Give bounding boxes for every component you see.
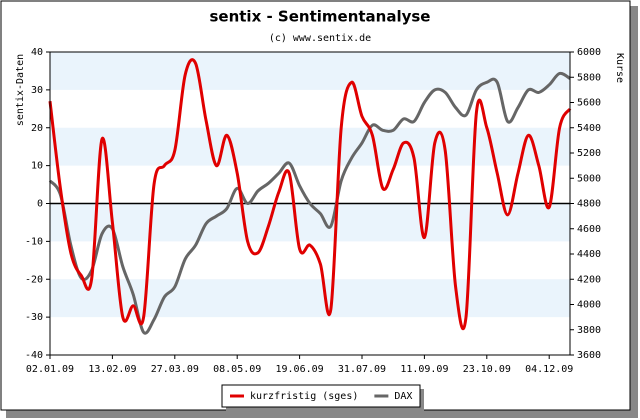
- y2-tick-label: 3800: [577, 325, 601, 336]
- x-tick-label: 31.07.09: [338, 364, 386, 375]
- series-line: [48, 58, 572, 331]
- y2-tick-label: 4400: [577, 249, 601, 260]
- band: [50, 279, 570, 318]
- y2-tick-label: 4200: [577, 274, 601, 285]
- y2-axis-label: Kurse: [614, 53, 625, 83]
- x-tick-label: 02.01.09: [26, 364, 74, 375]
- chart-title: sentix - Sentimentanalyse: [209, 8, 430, 26]
- band: [50, 52, 570, 90]
- x-tick-label: 19.06.09: [276, 364, 324, 375]
- y2-tick-label: 3600: [577, 350, 601, 361]
- y-tick-label: -20: [25, 274, 43, 285]
- y2-tick-label: 6000: [577, 47, 601, 58]
- y-axis-label: sentix-Daten: [15, 54, 26, 126]
- y-tick-label: -40: [25, 350, 43, 361]
- y-tick-label: 40: [31, 47, 43, 58]
- y-tick-label: 20: [31, 123, 43, 134]
- x-tick-label: 04.12.09: [525, 364, 573, 375]
- y-tick-label: -10: [25, 236, 43, 247]
- y-tick-label: 10: [31, 161, 43, 172]
- y2-tick-label: 5400: [577, 123, 601, 134]
- y2-tick-label: 5800: [577, 72, 601, 83]
- y2-tick-label: 4000: [577, 300, 601, 311]
- x-tick-label: 08.05.09: [213, 364, 261, 375]
- legend-label: kurzfristig (sges): [250, 391, 358, 402]
- x-tick-label: 13.02.09: [88, 364, 136, 375]
- y2-tick-label: 5200: [577, 148, 601, 159]
- y-tick-label: -30: [25, 312, 43, 323]
- y-tick-label: 0: [37, 199, 43, 210]
- y2-tick-label: 4600: [577, 224, 601, 235]
- y2-tick-label: 5000: [577, 173, 601, 184]
- chart-subtitle: (c) www.sentix.de: [269, 33, 371, 44]
- y-tick-label: 30: [31, 85, 43, 96]
- y2-tick-label: 5600: [577, 98, 601, 109]
- x-tick-label: 27.03.09: [151, 364, 199, 375]
- y2-tick-label: 4800: [577, 199, 601, 210]
- x-tick-label: 11.09.09: [400, 364, 448, 375]
- legend-label: DAX: [394, 391, 412, 402]
- series-line: [48, 71, 571, 335]
- band: [50, 127, 570, 166]
- plot-border: [49, 51, 571, 356]
- legend: [221, 384, 421, 408]
- x-tick-label: 23.10.09: [463, 364, 511, 375]
- band: [50, 203, 570, 242]
